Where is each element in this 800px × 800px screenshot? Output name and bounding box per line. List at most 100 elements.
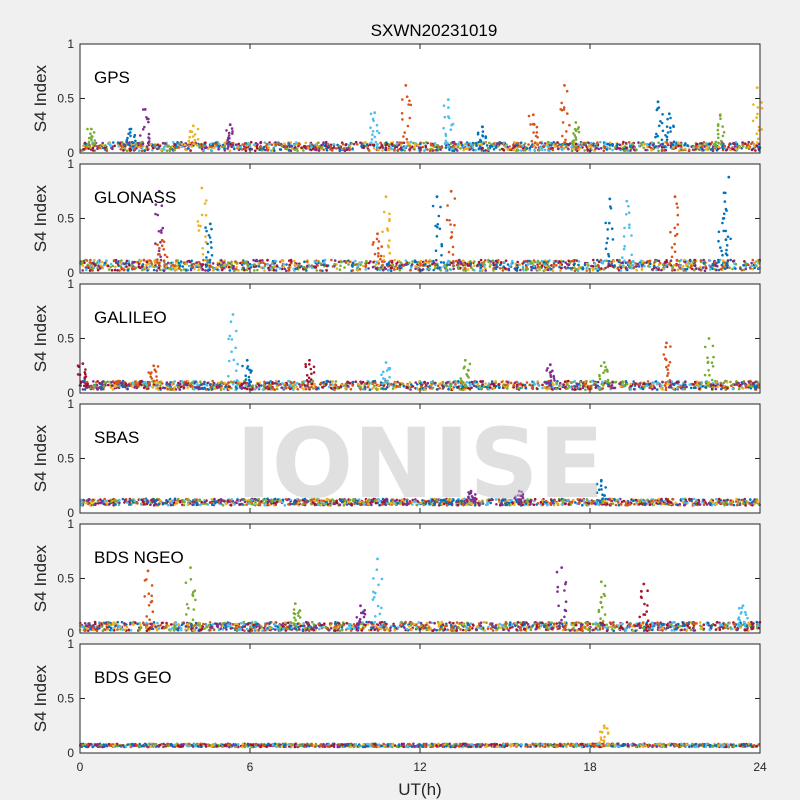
spike-point [126, 136, 129, 140]
spike-point [664, 145, 667, 148]
data-point [667, 385, 671, 389]
spike-point [623, 259, 626, 263]
spike-point [533, 141, 537, 144]
data-point [176, 141, 179, 144]
data-point [106, 380, 109, 384]
data-point [158, 144, 162, 148]
data-point [310, 148, 313, 152]
spike-point [438, 227, 442, 231]
data-point [367, 148, 371, 152]
data-point [727, 145, 730, 149]
data-point [605, 148, 609, 151]
data-point [389, 269, 393, 273]
spike-point [227, 136, 230, 140]
spike-point [157, 249, 161, 253]
spike-point [565, 89, 569, 93]
spike-point [89, 132, 92, 135]
data-point [623, 145, 627, 148]
spike-point [662, 353, 666, 356]
spike-point [604, 365, 607, 369]
data-point [384, 267, 388, 271]
data-point [287, 266, 291, 270]
spike-point [191, 135, 195, 138]
data-point [459, 384, 462, 387]
data-point [731, 267, 734, 271]
data-point [416, 144, 420, 147]
data-point [145, 383, 148, 386]
spike-point [717, 239, 720, 243]
data-point [263, 141, 267, 144]
data-point [240, 148, 244, 151]
data-point [552, 141, 556, 144]
data-point [230, 263, 233, 266]
data-point [334, 383, 337, 386]
spike-point [227, 374, 230, 378]
data-point [372, 143, 376, 147]
data-point [435, 258, 438, 262]
spike-point [203, 202, 207, 205]
data-point [168, 262, 172, 265]
spike-point [603, 369, 607, 372]
data-point [612, 260, 616, 263]
data-point [405, 145, 408, 148]
data-point [96, 268, 100, 272]
data-point [85, 259, 89, 262]
spike-point [147, 132, 151, 136]
data-point [754, 380, 757, 384]
data-point [223, 381, 227, 385]
data-point [337, 146, 340, 150]
data-point [702, 266, 705, 269]
data-point [419, 264, 422, 267]
data-point [453, 384, 457, 388]
data-point [698, 144, 701, 147]
y-tick-label: 1 [67, 37, 74, 51]
data-point [653, 386, 656, 389]
data-point [262, 266, 266, 270]
spike-point [247, 375, 251, 379]
data-point [446, 381, 450, 384]
data-point [244, 260, 248, 264]
data-point [137, 262, 141, 266]
data-point [632, 148, 636, 152]
data-point [128, 264, 131, 267]
data-point [519, 141, 523, 144]
spike-point [669, 116, 672, 120]
spike-point [385, 369, 389, 372]
spike-point [625, 213, 628, 216]
data-point [189, 149, 192, 152]
data-point [677, 144, 680, 148]
data-point [624, 141, 628, 145]
spike-point [139, 134, 142, 137]
data-point [342, 147, 346, 150]
data-point [723, 144, 727, 148]
data-point [500, 261, 503, 264]
spike-point [722, 131, 726, 134]
data-point [300, 383, 304, 387]
data-point [598, 388, 601, 392]
data-point [526, 263, 530, 266]
data-point [205, 383, 208, 387]
data-point [666, 142, 669, 145]
data-point [602, 149, 606, 152]
spike-point [377, 240, 381, 243]
spike-point [154, 242, 157, 245]
data-point [622, 140, 625, 144]
data-point [231, 267, 235, 270]
data-point [145, 260, 149, 264]
spike-point [669, 345, 672, 348]
data-point [214, 141, 218, 145]
data-point [664, 388, 668, 392]
data-point [692, 260, 695, 264]
data-point [377, 383, 381, 387]
data-point [177, 146, 181, 149]
spike-point [125, 139, 129, 142]
data-point [291, 383, 295, 387]
data-point [180, 379, 183, 383]
data-point [673, 382, 676, 386]
data-point [719, 384, 722, 387]
data-point [301, 380, 304, 384]
data-point [740, 381, 744, 384]
data-point [731, 387, 735, 391]
data-point [267, 146, 270, 149]
